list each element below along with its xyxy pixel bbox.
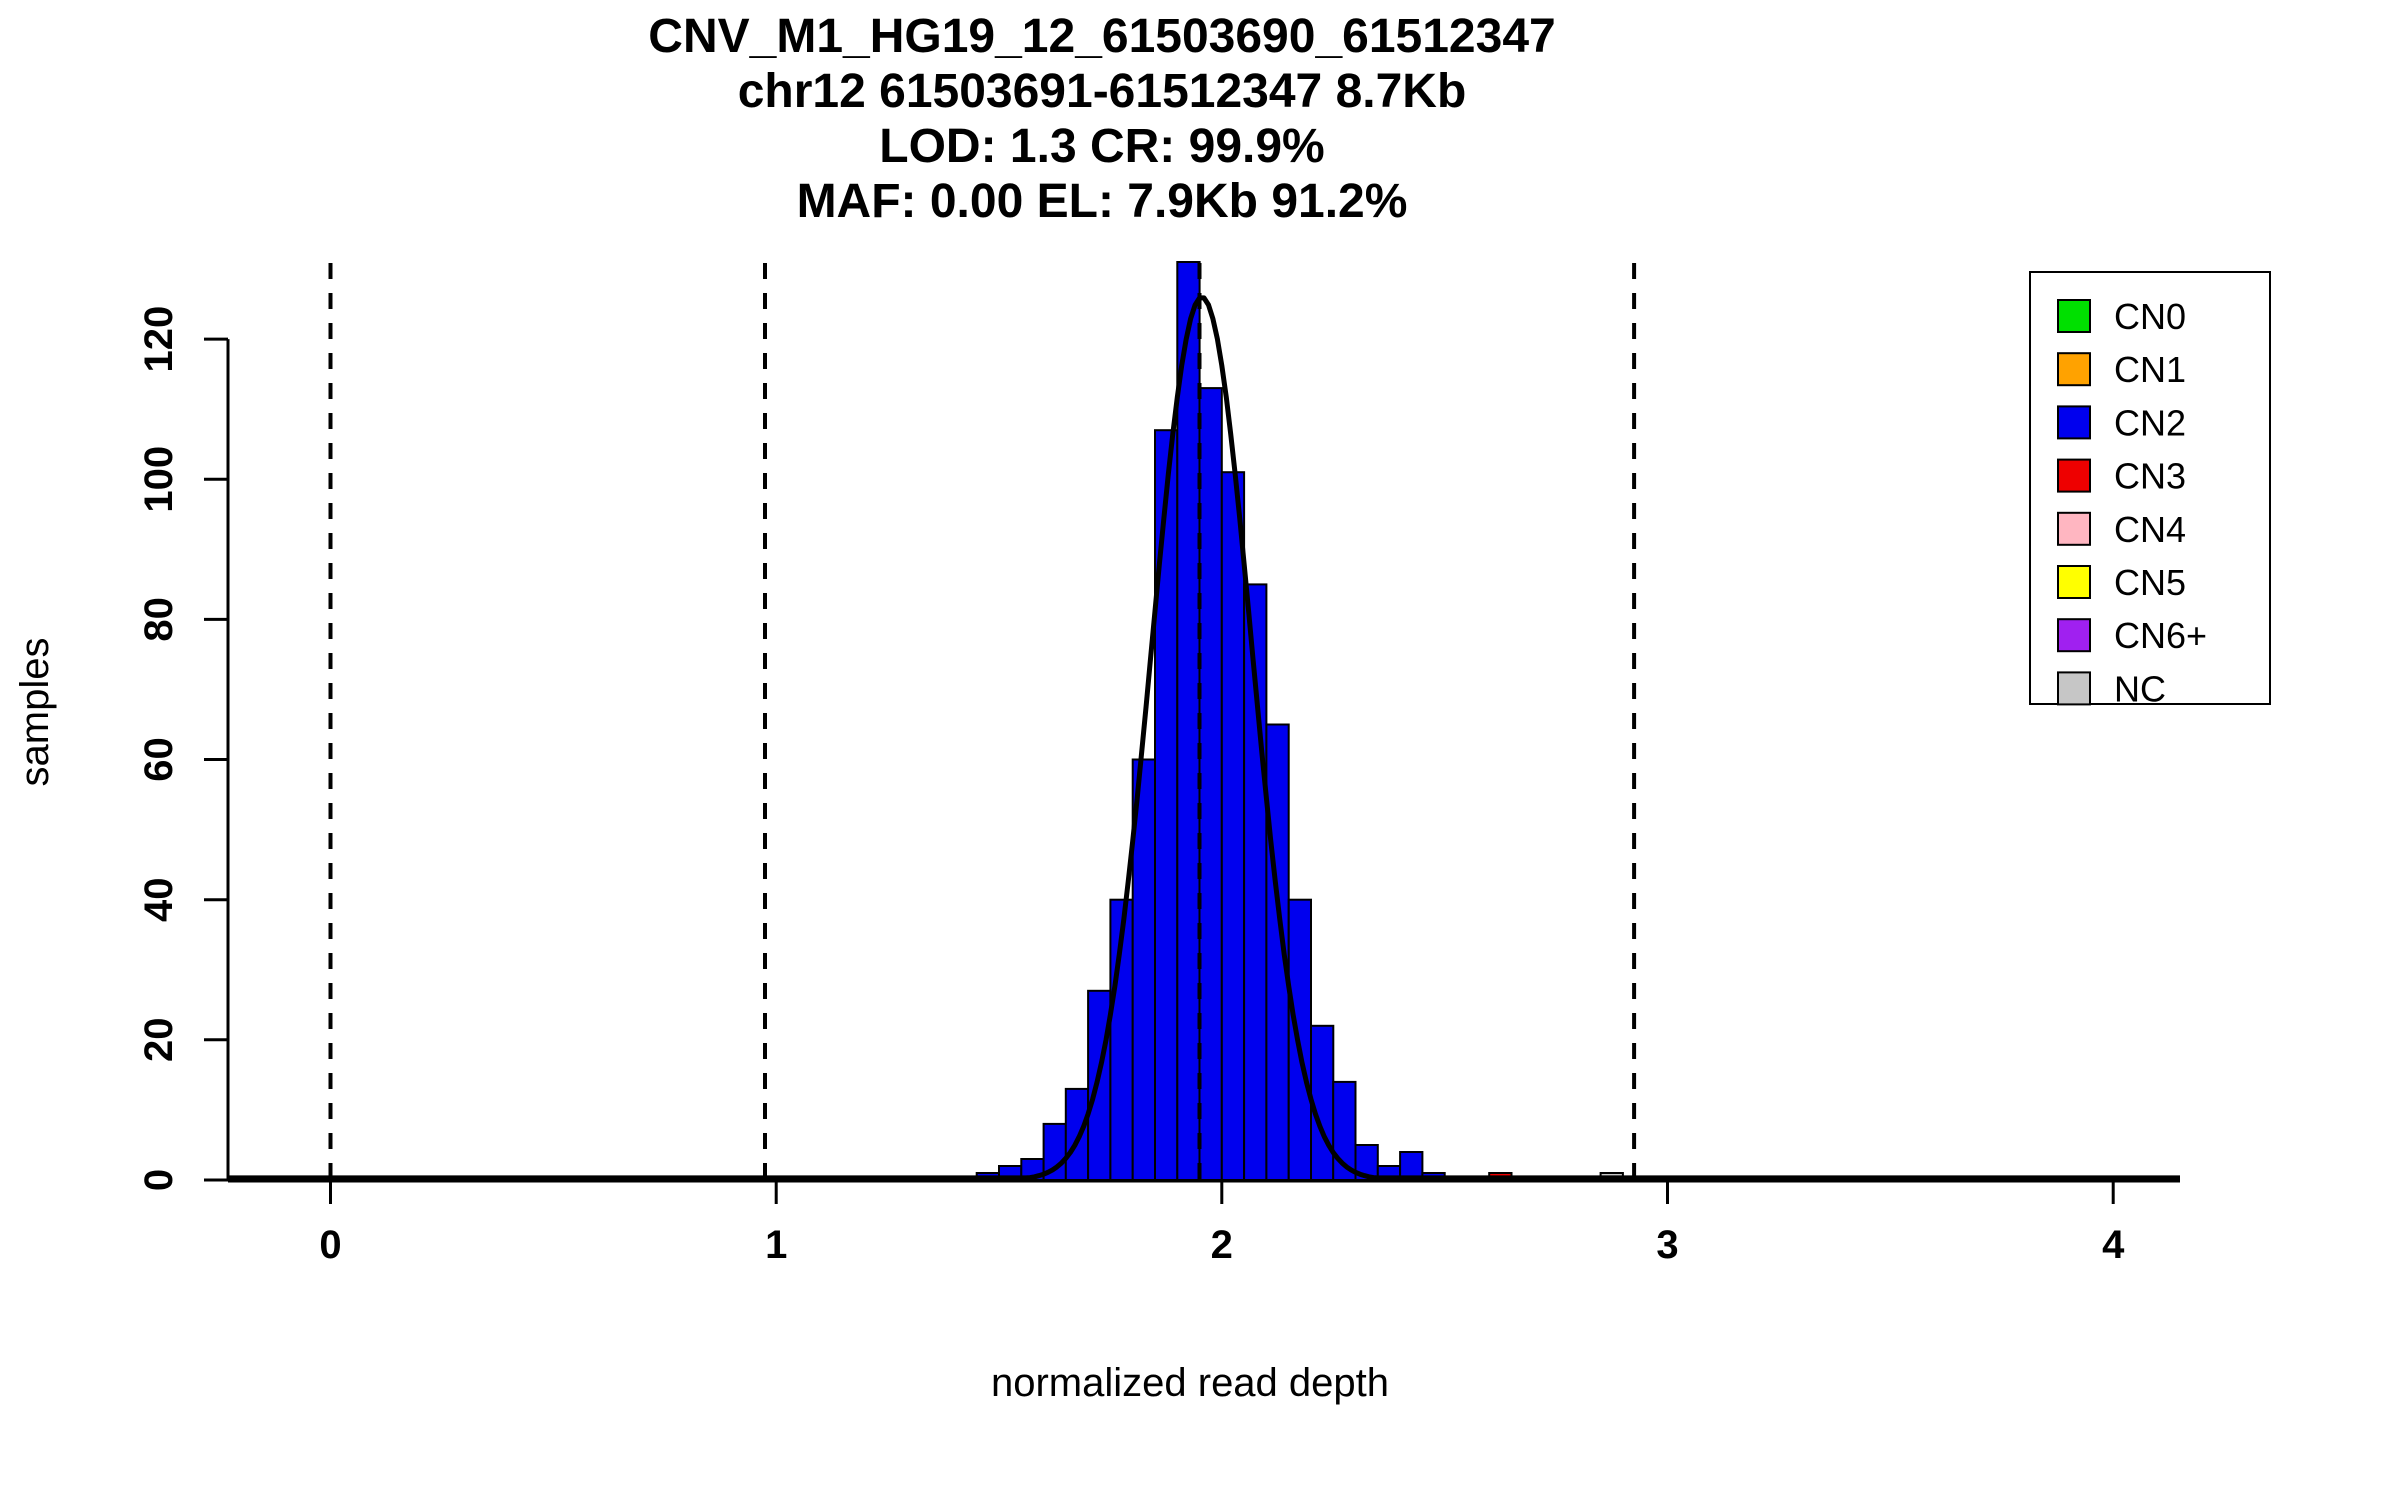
legend: CN0 CN1 CN2 CN3 CN4 CN5 CN6+ NC [2029, 271, 2271, 709]
legend-swatch-CN5 [2057, 565, 2091, 599]
y-tick-label: 20 [137, 1018, 181, 1063]
y-tick-label: 100 [137, 446, 181, 513]
histogram-bar-CN2 [1154, 429, 1179, 1181]
x-tick-label: 1 [765, 1223, 787, 1267]
chart-title-line3: LOD: 1.3 CR: 99.9% [879, 120, 1324, 173]
chart-title-line2: chr12 61503691-61512347 8.7Kb [738, 65, 1467, 118]
x-tick-label: 3 [1656, 1223, 1678, 1267]
y-tick-label: 80 [137, 597, 181, 642]
x-tick-label: 4 [2102, 1223, 2125, 1267]
x-tick-label: 0 [319, 1223, 341, 1267]
x-axis-label: normalized read depth [991, 1361, 1389, 1405]
legend-label: CN3 [2114, 456, 2186, 497]
chart-title-line4: MAF: 0.00 EL: 7.9Kb 91.2% [797, 175, 1408, 228]
histogram-bar-CN2 [1176, 261, 1201, 1181]
histogram-bar-CN2 [1087, 989, 1112, 1181]
legend-swatch-CN0 [2057, 299, 2091, 333]
y-tick-label: 60 [137, 737, 181, 782]
legend-label: CN4 [2114, 509, 2186, 550]
density-curve [228, 295, 2180, 1181]
histogram-bar-CN2 [1064, 1087, 1090, 1182]
legend-label: CN1 [2114, 349, 2186, 390]
histogram-bar-CN2 [1220, 471, 1246, 1181]
legend-swatch-CN6+ [2057, 618, 2091, 653]
legend-label: NC [2114, 668, 2166, 709]
y-axis-label: samples [13, 638, 57, 787]
x-tick-label: 2 [1211, 1223, 1233, 1267]
legend-swatch-CN4 [2057, 511, 2091, 546]
legend-swatch-CN3 [2057, 458, 2091, 493]
legend-swatch-NC [2057, 671, 2091, 706]
legend-label: CN0 [2114, 296, 2186, 337]
histogram-bar-CN2 [1198, 387, 1223, 1182]
y-tick-label: 40 [137, 877, 181, 922]
y-tick-label: 0 [137, 1169, 181, 1191]
legend-label: CN5 [2114, 562, 2186, 603]
legend-label: CN6+ [2114, 615, 2207, 656]
legend-label: CN2 [2114, 402, 2186, 443]
legend-swatch-CN1 [2057, 352, 2091, 387]
chart-title-line1: CNV_M1_HG19_12_61503690_61512347 [648, 10, 1555, 63]
legend-swatch-CN2 [2057, 405, 2091, 440]
y-tick-label: 120 [137, 306, 181, 373]
